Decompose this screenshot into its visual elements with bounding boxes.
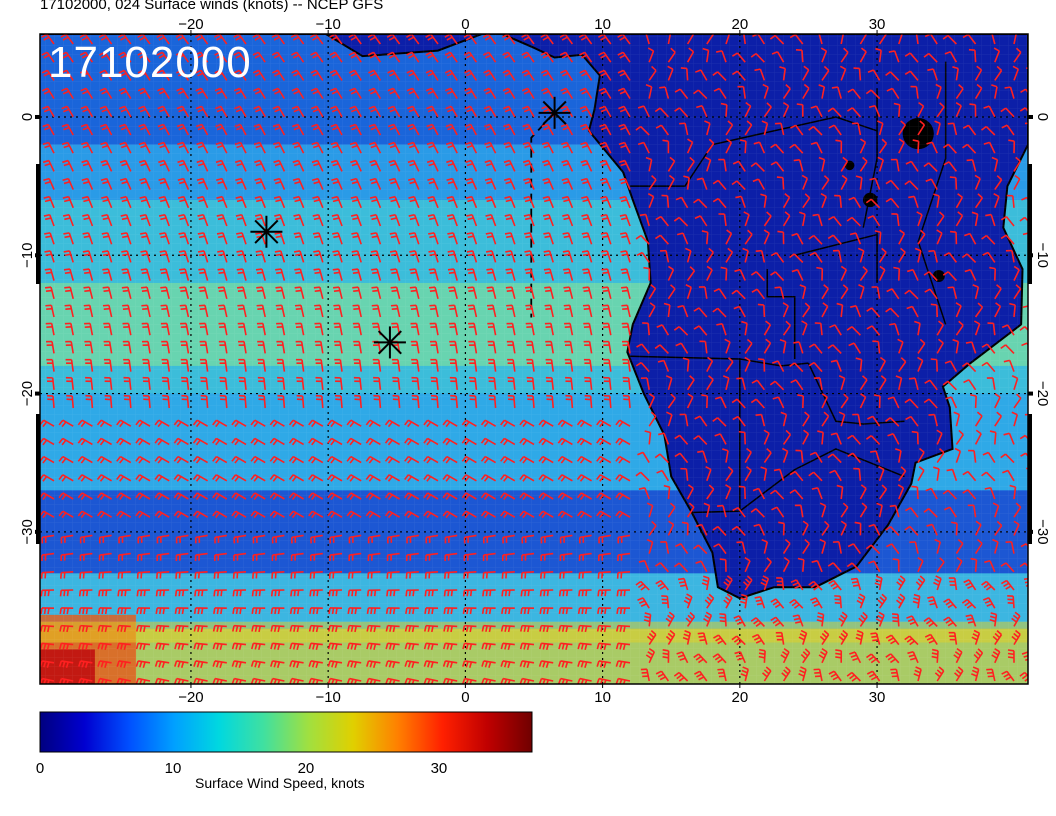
chart-title: 17102000, 024 Surface winds (knots) -- N… xyxy=(40,0,384,13)
right-lat-tick-label: 0 xyxy=(1034,113,1051,121)
colorbar-tick-label: 10 xyxy=(165,760,182,777)
marker-a-asterisk-icon xyxy=(538,96,571,129)
colorbar: 0 10 20 30 xyxy=(36,711,533,777)
left-lat-tick-label: 0 xyxy=(19,113,36,121)
bottom-lon-tick-label: 0 xyxy=(461,689,469,706)
time-stamp: 17102000 xyxy=(48,38,252,87)
left-lat-tick-label: −30 xyxy=(19,519,36,544)
marker-b-asterisk-icon xyxy=(250,215,283,248)
wind-barbs xyxy=(40,34,1028,684)
colorbar-ramp xyxy=(39,711,533,753)
bottom-lon-tick-label: −20 xyxy=(178,689,203,706)
top-lon-tick-label: −10 xyxy=(315,16,340,33)
right-lat-tick-label: −30 xyxy=(1034,519,1051,544)
right-lat-tick-label: −20 xyxy=(1034,381,1051,406)
colorbar-tick-label: 0 xyxy=(36,760,44,777)
left-lat-tick-label: −20 xyxy=(19,381,36,406)
colorbar-tick-label: 20 xyxy=(298,760,315,777)
top-lon-tick-label: 30 xyxy=(869,16,886,33)
colorbar-title: Surface Wind Speed, knots xyxy=(195,775,365,791)
top-lon-tick-label: 10 xyxy=(594,16,611,33)
map-frame xyxy=(39,33,1029,685)
left-lat-tick-label: −10 xyxy=(19,243,36,268)
bottom-lon-tick-label: 30 xyxy=(869,689,886,706)
colorbar-tick-label: 30 xyxy=(431,760,448,777)
right-lat-tick-label: −10 xyxy=(1034,243,1051,268)
top-lon-tick-label: 20 xyxy=(731,16,748,33)
bottom-lon-tick-label: 10 xyxy=(594,689,611,706)
top-lon-tick-label: 0 xyxy=(461,16,469,33)
bottom-lon-tick-label: −10 xyxy=(315,689,340,706)
bottom-lon-tick-label: 20 xyxy=(731,689,748,706)
marker-c-asterisk-icon xyxy=(373,326,406,359)
top-lon-tick-label: −20 xyxy=(178,16,203,33)
